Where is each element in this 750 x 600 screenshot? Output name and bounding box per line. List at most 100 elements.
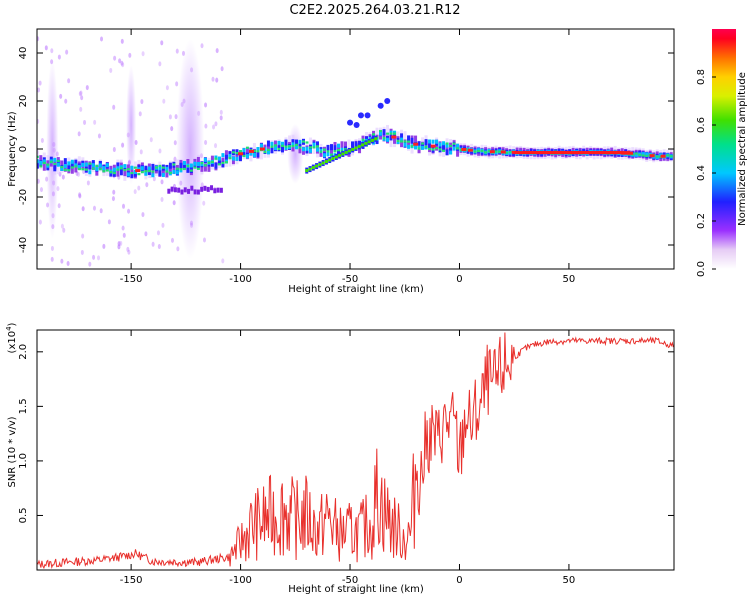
spectral-cell <box>344 148 348 151</box>
spectral-speckle <box>121 225 125 231</box>
y-tick-label: 20 <box>18 95 29 108</box>
spectral-cell <box>112 167 116 172</box>
spectral-cell <box>91 160 95 167</box>
snr-series-line <box>37 332 674 570</box>
spectral-cell <box>284 145 288 148</box>
spectral-smear <box>287 123 304 184</box>
spectral-cell <box>175 170 179 175</box>
spectral-cell <box>305 169 309 173</box>
spectral-cell <box>46 163 50 168</box>
spectral-cell <box>452 142 456 149</box>
spectral-smear <box>46 59 59 239</box>
x-tick-label: -150 <box>120 274 143 285</box>
spectral-cell <box>438 148 442 151</box>
spectral-speckle <box>158 148 162 154</box>
spectral-cell <box>88 162 92 165</box>
spectral-peak <box>660 154 666 158</box>
spectral-cell <box>340 147 344 152</box>
spectral-cell <box>445 142 449 145</box>
spectral-speckle <box>55 151 59 157</box>
spectral-speckle <box>200 43 204 49</box>
spectral-smear <box>176 39 205 259</box>
spectral-cell <box>333 150 337 153</box>
spectral-speckle <box>179 180 183 186</box>
spectral-cell <box>308 137 312 150</box>
spectral-cell <box>456 147 460 150</box>
spectral-blob <box>347 119 354 126</box>
spectral-speckle <box>133 189 137 195</box>
spectral-cell <box>207 163 211 172</box>
spectral-cell <box>170 186 174 192</box>
spectral-cell <box>400 139 404 148</box>
spectral-cell <box>161 167 165 176</box>
spectral-cell <box>400 140 404 143</box>
spectral-cell <box>407 135 411 142</box>
spectral-cell <box>133 166 137 169</box>
spectral-cell <box>311 166 315 170</box>
spectral-speckle <box>200 153 204 159</box>
spectral-cell <box>386 124 390 137</box>
spectral-cell <box>105 163 109 168</box>
spectral-cell <box>175 167 179 170</box>
spectral-cell <box>189 169 193 172</box>
spectral-cell <box>221 153 225 158</box>
spectral-cell <box>42 161 46 165</box>
spectral-speckle <box>121 142 125 148</box>
y-tick-label: -20 <box>18 189 29 205</box>
spectral-cell <box>182 162 186 169</box>
spectral-cell <box>112 171 116 175</box>
spectral-cell <box>196 162 200 167</box>
spectral-speckle <box>204 102 208 108</box>
spectral-cell <box>347 139 351 152</box>
spectral-cell <box>214 155 218 160</box>
spectral-cell <box>224 154 228 161</box>
spectral-cell <box>67 164 71 171</box>
spectral-speckle <box>121 62 125 68</box>
spectral-cell <box>88 170 92 175</box>
spectral-cell <box>396 139 400 142</box>
spectral-speckle <box>162 98 166 104</box>
spectral-speckle <box>122 232 126 238</box>
spectral-cell <box>435 147 439 150</box>
spectral-cell <box>186 158 190 167</box>
spectral-speckle <box>66 261 70 267</box>
spectral-cell <box>263 151 267 154</box>
spectral-cell <box>315 141 319 148</box>
spectral-cell <box>442 144 446 151</box>
spectral-cell <box>449 144 453 148</box>
spectral-speckle <box>220 66 224 72</box>
spectral-cell <box>207 161 211 165</box>
spectral-speckle <box>37 87 41 93</box>
spectral-peak <box>649 154 655 158</box>
spectral-cell <box>312 142 316 147</box>
spectral-cell <box>203 157 207 162</box>
spectral-cell <box>273 146 277 151</box>
spectral-cell <box>70 165 74 174</box>
snr-exponent-power: 4 <box>5 326 13 331</box>
spectral-cell <box>165 170 169 173</box>
spectral-speckle <box>212 124 216 130</box>
spectral-cell <box>318 163 322 167</box>
spectral-speckle <box>37 36 40 42</box>
spectral-cell <box>144 165 148 172</box>
spectral-cell <box>305 141 309 144</box>
spectral-cell <box>351 147 355 151</box>
spectral-cell <box>74 159 78 166</box>
spectral-cell <box>669 155 673 158</box>
spectral-speckle <box>78 192 82 198</box>
spectral-cell <box>187 188 191 194</box>
spectral-cell <box>484 151 488 154</box>
spectral-cell <box>98 168 102 171</box>
spectral-cell <box>37 155 39 158</box>
spectral-cell <box>347 149 351 153</box>
spectral-cell <box>301 138 305 151</box>
spectral-cell <box>74 165 78 168</box>
spectral-cell <box>322 153 326 158</box>
heatmap-y-axis-label: Frequency (Hz) <box>7 111 18 187</box>
spectral-cell <box>266 148 270 151</box>
spectral-cell <box>119 167 123 170</box>
spectral-cell <box>130 172 134 179</box>
spectral-speckle <box>79 106 83 112</box>
spectral-speckle <box>86 180 90 186</box>
